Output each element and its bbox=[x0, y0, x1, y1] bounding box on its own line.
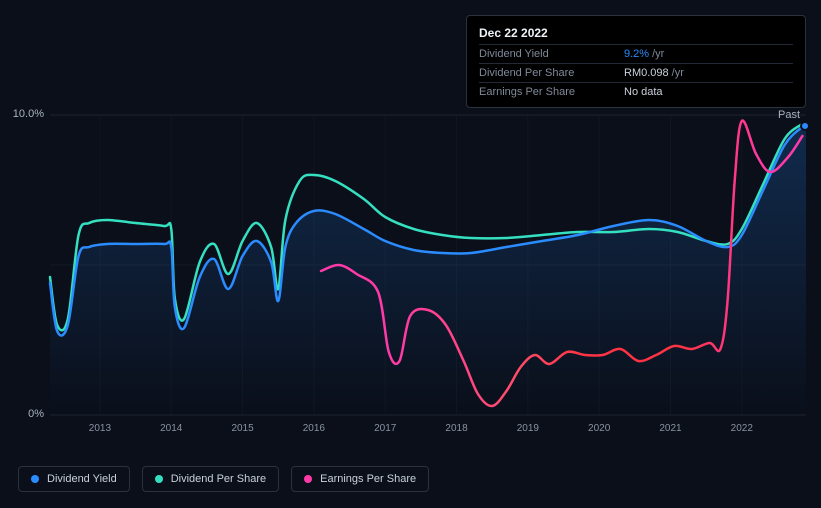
hover-tooltip: Dec 22 2022 Dividend Yield9.2%/yrDividen… bbox=[466, 15, 806, 108]
x-tick-label: 2018 bbox=[445, 423, 467, 434]
chart-legend: Dividend Yield Dividend Per Share Earnings… bbox=[18, 466, 429, 492]
legend-dot-icon bbox=[304, 475, 312, 483]
x-tick-label: 2019 bbox=[517, 423, 539, 434]
legend-label: Dividend Yield bbox=[47, 473, 117, 485]
legend-item[interactable]: Dividend Yield bbox=[18, 466, 130, 492]
tooltip-row: Dividend Yield9.2%/yr bbox=[479, 44, 793, 63]
dividend-chart: 0% 10.0% 2013 2014 2015 2016 2017 2018 2019 2020… bbox=[0, 0, 821, 508]
x-tick-label: 2015 bbox=[231, 423, 253, 434]
x-tick-label: 2013 bbox=[89, 423, 111, 434]
tooltip-date: Dec 22 2022 bbox=[479, 26, 793, 44]
past-label: Past bbox=[778, 109, 800, 121]
x-tick-label: 2020 bbox=[588, 423, 610, 434]
legend-dot-icon bbox=[31, 475, 39, 483]
x-tick-label: 2022 bbox=[731, 423, 753, 434]
tooltip-row: Dividend Per ShareRM0.098/yr bbox=[479, 63, 793, 82]
legend-item[interactable]: Dividend Per Share bbox=[142, 466, 279, 492]
tooltip-value: 9.2%/yr bbox=[624, 48, 664, 60]
x-tick-label: 2014 bbox=[160, 423, 182, 434]
tooltip-key: Dividend Yield bbox=[479, 48, 624, 60]
tooltip-value: RM0.098/yr bbox=[624, 67, 684, 79]
tooltip-row: Earnings Per ShareNo data bbox=[479, 82, 793, 101]
tooltip-key: Earnings Per Share bbox=[479, 86, 624, 98]
legend-label: Earnings Per Share bbox=[320, 473, 416, 485]
tooltip-value: No data bbox=[624, 86, 663, 98]
legend-dot-icon bbox=[155, 475, 163, 483]
past-marker-dot bbox=[800, 121, 810, 131]
y-tick-label: 10.0% bbox=[0, 108, 44, 120]
y-tick-label: 0% bbox=[0, 408, 44, 420]
legend-item[interactable]: Earnings Per Share bbox=[291, 466, 429, 492]
x-tick-label: 2021 bbox=[659, 423, 681, 434]
x-tick-label: 2017 bbox=[374, 423, 396, 434]
tooltip-key: Dividend Per Share bbox=[479, 67, 624, 79]
x-tick-label: 2016 bbox=[303, 423, 325, 434]
legend-label: Dividend Per Share bbox=[171, 473, 266, 485]
